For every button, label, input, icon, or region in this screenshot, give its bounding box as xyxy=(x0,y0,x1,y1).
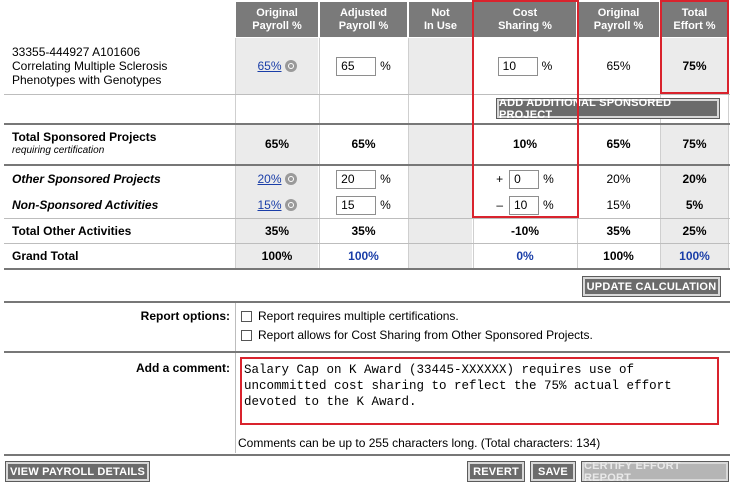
add-comment-label: Add a comment: xyxy=(135,361,230,375)
project-original-cell: 65% xyxy=(236,38,318,94)
non-sponsored-total: 5% xyxy=(685,198,704,212)
col-original-payroll-2: Original Payroll % xyxy=(578,2,659,37)
view-payroll-details-button[interactable]: VIEW PAYROLL DETAILS xyxy=(5,461,150,482)
highlight-comment xyxy=(240,357,719,425)
revert-button[interactable]: REVERT xyxy=(467,461,525,482)
magnifier-icon[interactable] xyxy=(284,173,297,185)
magnifier-icon[interactable] xyxy=(284,60,297,72)
project-name-line2: Phenotypes with Genotypes xyxy=(12,73,162,87)
non-sponsored-cost-sharing-input[interactable]: 10 xyxy=(509,195,539,215)
checkbox-cost-sharing-other[interactable] xyxy=(241,330,252,342)
save-button[interactable]: SAVE xyxy=(530,461,576,482)
other-sponsored-label: Other Sponsored Projects xyxy=(12,172,161,186)
magnifier-icon[interactable] xyxy=(284,199,297,211)
pct-sign: % xyxy=(380,59,391,73)
plus-sign: + xyxy=(496,172,504,186)
report-options-label: Report options: xyxy=(140,309,230,323)
col-bg-notinuse-b xyxy=(409,125,472,268)
col-bg-total xyxy=(661,38,728,94)
other-sponsored-cost-sharing-input[interactable]: 0 xyxy=(509,169,540,189)
col-bg-original xyxy=(236,38,318,94)
pct-sign: % xyxy=(380,172,391,186)
col-bg-total-b xyxy=(661,125,728,268)
non-sponsored-adjusted-cell: 15 % xyxy=(320,192,407,218)
certify-effort-report-button: CERTIFY EFFORT REPORT xyxy=(581,460,729,484)
non-sponsored-label: Non-Sponsored Activities xyxy=(12,198,159,212)
total-other-adjusted: 35% xyxy=(351,224,376,238)
col-bg-original-b xyxy=(236,125,318,268)
grand-total-label: Grand Total xyxy=(12,249,79,263)
project-total-effort: 75% xyxy=(682,59,707,73)
project-adjusted-input[interactable]: 65 xyxy=(336,56,377,76)
grand-total-cost-sharing: 0% xyxy=(516,249,534,263)
non-sponsored-original2: 15% xyxy=(606,198,631,212)
col-bg-notinuse xyxy=(409,38,472,94)
pct-sign: % xyxy=(543,172,554,186)
non-sponsored-adjusted-input[interactable]: 15 xyxy=(336,195,377,215)
total-sponsored-label-group: Total Sponsored Projects requiring certi… xyxy=(12,130,156,158)
non-sponsored-row: Non-Sponsored Activities 15% 15 % – 10 %… xyxy=(0,192,730,218)
other-sponsored-cost-sharing-cell: + 0 % xyxy=(474,166,576,192)
non-sponsored-cost-sharing-cell: – 10 % xyxy=(474,192,576,218)
other-sponsored-total: 20% xyxy=(682,172,707,186)
comment-textarea[interactable]: Salary Cap on K Award (33445-XXXXXX) req… xyxy=(244,363,672,409)
other-sponsored-original-cell: 20% xyxy=(236,166,318,192)
project-title: 33355-444927 A101606 Correlating Multipl… xyxy=(12,45,232,87)
grand-total-total: 100% xyxy=(679,249,710,263)
total-other-cost-sharing: -10% xyxy=(510,224,539,238)
other-sponsored-row: Other Sponsored Projects 20% 20 % + 0 % … xyxy=(0,166,730,192)
report-option-1-label: Report requires multiple certifications. xyxy=(258,309,459,323)
highlight-cost-sharing-column xyxy=(472,0,579,218)
col-adjusted-payroll: Adjusted Payroll % xyxy=(320,2,407,37)
project-original-link[interactable]: 65% xyxy=(257,59,282,73)
other-sponsored-adjusted-input[interactable]: 20 xyxy=(336,169,377,189)
pct-sign: % xyxy=(541,59,553,73)
add-sponsored-project-button[interactable]: ADD ADDITIONAL SPONSORED PROJECT xyxy=(496,97,720,121)
total-sponsored-adjusted: 65% xyxy=(351,137,376,151)
total-sponsored-label: Total Sponsored Projects xyxy=(12,130,157,144)
project-name-line1: Correlating Multiple Sclerosis xyxy=(12,59,168,73)
col-not-in-use: Not In Use xyxy=(409,2,472,37)
update-calculation-button[interactable]: UPDATE CALCULATION xyxy=(582,276,721,297)
col-total-effort: Total Effort % xyxy=(661,2,728,37)
report-option-1[interactable]: Report requires multiple certifications. xyxy=(241,309,459,323)
total-sponsored-original2: 65% xyxy=(606,137,631,151)
total-sponsored-original: 65% xyxy=(264,137,290,151)
other-sponsored-original-link[interactable]: 20% xyxy=(257,172,282,186)
total-other-original2: 35% xyxy=(606,224,631,238)
total-other-label: Total Other Activities xyxy=(12,224,132,238)
total-sponsored-total: 75% xyxy=(682,137,707,151)
total-sponsored-sublabel: requiring certification xyxy=(12,145,105,156)
project-row: 33355-444927 A101606 Correlating Multipl… xyxy=(0,38,730,94)
highlight-total-effort-column xyxy=(660,0,729,94)
minus-sign: – xyxy=(496,198,503,212)
project-original2: 65% xyxy=(606,59,631,73)
total-other-total: 25% xyxy=(682,224,707,238)
project-cost-sharing-cell: 10 % xyxy=(474,38,576,94)
grand-total-row: Grand Total 100% 100% 0% 100% 100% xyxy=(0,244,730,268)
grand-total-original: 100% xyxy=(261,249,293,263)
total-sponsored-cost-sharing: 10% xyxy=(512,137,538,151)
total-other-row: Total Other Activities 35% 35% -10% 35% … xyxy=(0,219,730,243)
report-option-2-label: Report allows for Cost Sharing from Othe… xyxy=(258,328,593,342)
non-sponsored-original-link[interactable]: 15% xyxy=(257,198,282,212)
table-header: Original Payroll % Adjusted Payroll % No… xyxy=(0,0,730,38)
other-sponsored-original2: 20% xyxy=(606,172,631,186)
grand-total-adjusted: 100% xyxy=(348,249,379,263)
grand-total-original2: 100% xyxy=(603,249,634,263)
project-cost-sharing-input[interactable]: 10 xyxy=(497,56,538,76)
non-sponsored-original-cell: 15% xyxy=(236,192,318,218)
total-sponsored-row: Total Sponsored Projects requiring certi… xyxy=(0,125,730,163)
project-id: 33355-444927 A101606 xyxy=(12,45,141,59)
checkbox-multiple-certifications[interactable] xyxy=(241,311,252,323)
other-sponsored-adjusted-cell: 20 % xyxy=(320,166,407,192)
project-adjusted-cell: 65 % xyxy=(320,38,407,94)
pct-sign: % xyxy=(380,198,391,212)
col-original-payroll: Original Payroll % xyxy=(236,2,318,37)
col-cost-sharing: Cost Sharing % xyxy=(474,2,576,37)
total-other-original: 35% xyxy=(264,224,290,238)
pct-sign: % xyxy=(543,198,554,212)
comment-hint: Comments can be up to 255 characters lon… xyxy=(238,436,601,450)
report-option-2[interactable]: Report allows for Cost Sharing from Othe… xyxy=(241,328,593,342)
